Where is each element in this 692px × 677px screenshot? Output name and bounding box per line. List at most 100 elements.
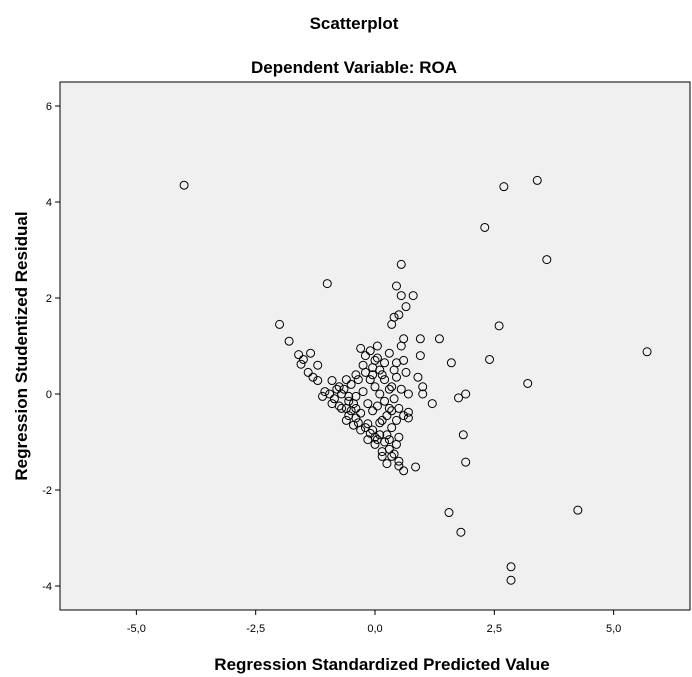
data-point	[394, 456, 404, 466]
data-point	[308, 372, 318, 382]
data-point	[380, 375, 390, 385]
data-point	[506, 575, 516, 585]
data-point	[346, 379, 356, 389]
data-point	[296, 359, 306, 369]
data-point	[391, 415, 401, 425]
data-point	[318, 391, 327, 401]
y-tick-label: 0	[46, 389, 52, 401]
data-point	[368, 363, 378, 373]
data-point	[418, 389, 428, 399]
data-point	[396, 384, 406, 394]
y-tick-label: 6	[46, 101, 52, 113]
data-point	[306, 348, 316, 358]
data-point	[391, 281, 401, 291]
data-point	[377, 370, 387, 380]
data-point	[303, 367, 313, 377]
data-point	[375, 430, 385, 440]
data-point	[380, 396, 390, 406]
data-point	[351, 370, 361, 380]
data-point	[396, 341, 406, 351]
data-point	[372, 353, 382, 363]
data-point	[332, 384, 342, 394]
data-point	[389, 365, 399, 375]
data-point	[382, 411, 392, 421]
x-tick-label: 5,0	[606, 623, 621, 635]
data-point	[377, 447, 387, 457]
x-axis-label: Regression Standardized Predicted Value	[214, 655, 549, 674]
data-point	[375, 389, 385, 399]
data-point	[351, 391, 361, 401]
data-point	[382, 430, 392, 440]
data-point	[344, 396, 354, 406]
data-point	[499, 182, 509, 192]
data-point	[418, 382, 428, 392]
data-point	[372, 341, 382, 351]
data-point	[523, 378, 533, 388]
y-tick-label: 4	[46, 197, 52, 209]
data-point	[399, 411, 409, 421]
data-point	[334, 382, 344, 392]
data-point	[542, 255, 552, 265]
data-point	[320, 387, 330, 397]
data-point	[368, 406, 378, 416]
x-tick-label: 0,0	[367, 623, 382, 635]
data-point	[454, 393, 464, 403]
data-point	[380, 358, 390, 368]
data-point	[294, 350, 304, 360]
data-point	[403, 407, 413, 417]
data-point	[349, 420, 359, 430]
data-point	[341, 415, 351, 425]
data-point	[401, 302, 411, 312]
data-point	[358, 387, 368, 397]
y-axis: -4 -2 0 2 4 6	[42, 101, 60, 593]
data-point	[408, 291, 418, 301]
data-point	[351, 403, 361, 413]
data-point	[313, 360, 323, 370]
data-point	[396, 291, 406, 301]
data-point	[356, 425, 366, 435]
x-tick-label: 2,5	[487, 623, 502, 635]
data-point	[573, 505, 583, 515]
data-point	[327, 399, 337, 409]
data-point	[387, 406, 397, 416]
data-point	[387, 423, 397, 433]
data-point	[532, 175, 542, 185]
data-point	[356, 408, 366, 418]
data-point	[394, 310, 404, 320]
data-point	[337, 403, 347, 413]
data-point	[642, 347, 652, 357]
data-point	[494, 321, 504, 331]
data-point	[298, 354, 308, 364]
data-point	[382, 459, 392, 469]
data-point	[377, 415, 387, 425]
data-point	[275, 319, 285, 329]
data-point	[427, 399, 437, 409]
data-point	[313, 376, 323, 386]
y-tick-label: -2	[42, 485, 52, 497]
x-tick-label: -5,0	[127, 623, 146, 635]
x-tick-label: -2,5	[246, 623, 265, 635]
data-point	[372, 435, 382, 445]
data-point	[401, 367, 411, 377]
data-point	[377, 451, 387, 461]
data-point	[444, 508, 454, 518]
data-point	[387, 382, 397, 392]
data-point	[370, 382, 380, 392]
data-point	[394, 461, 404, 471]
data-point	[339, 384, 349, 394]
data-point	[341, 375, 351, 385]
data-point	[391, 439, 401, 449]
data-point	[284, 336, 294, 346]
data-point	[363, 419, 373, 429]
data-point	[399, 466, 409, 476]
data-point	[446, 358, 456, 368]
data-point	[370, 439, 380, 449]
data-point	[179, 180, 189, 190]
data-point	[356, 343, 366, 353]
data-point	[353, 375, 363, 385]
data-point	[387, 451, 397, 461]
data-point	[415, 334, 425, 344]
data-point	[458, 430, 468, 440]
data-point	[413, 372, 423, 382]
